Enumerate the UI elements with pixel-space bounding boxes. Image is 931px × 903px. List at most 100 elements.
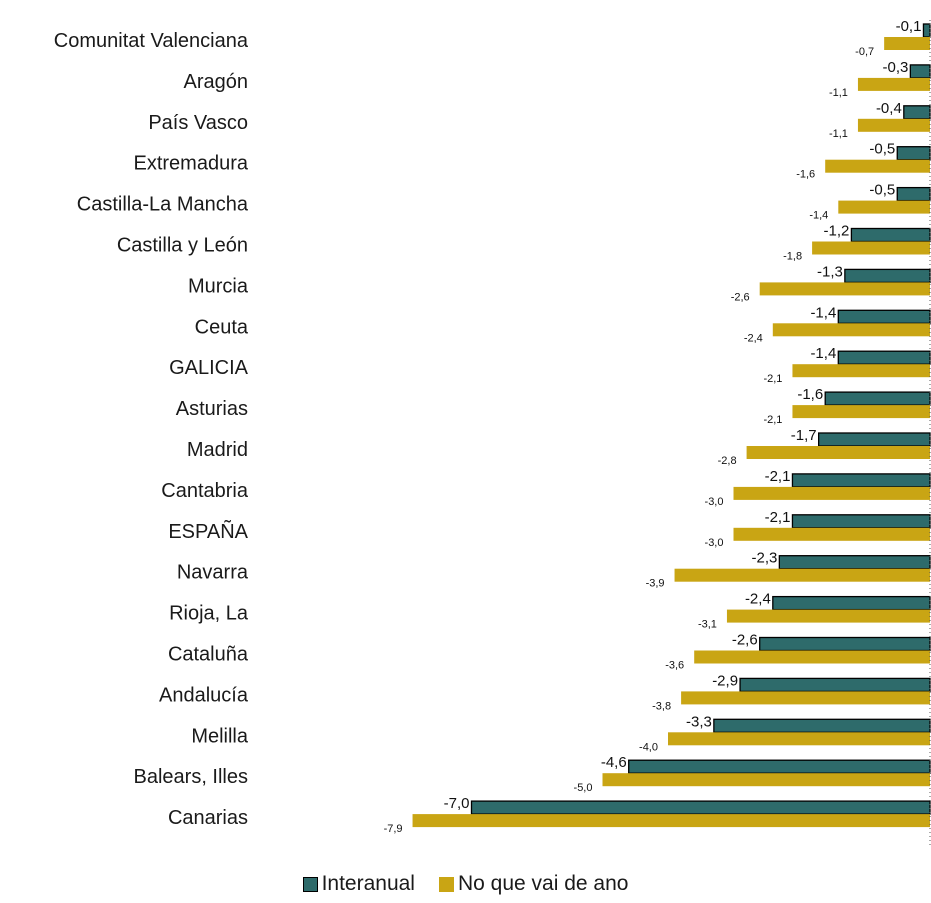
category-label-aragon: Aragón bbox=[184, 71, 249, 93]
data-label-interanual-extremadura: -0,5 bbox=[869, 141, 895, 158]
bar-interanual-cantabria bbox=[791, 473, 931, 488]
bar-no-que-vai-de-ano-rioja-la bbox=[726, 609, 930, 623]
category-label-cantabria: Cantabria bbox=[161, 480, 249, 502]
bar-interanual-castilla-la-mancha bbox=[896, 186, 931, 202]
bar-interanual-cataluna bbox=[759, 636, 931, 652]
data-label-no-que-vai-de-ano-navarra: -3,9 bbox=[646, 578, 665, 590]
bar-no-que-vai-de-ano-madrid bbox=[746, 446, 930, 459]
category-label-canarias: Canarias bbox=[168, 807, 248, 829]
data-label-no-que-vai-de-ano-balears-illes: -5,0 bbox=[574, 782, 593, 794]
data-label-interanual-espana: -2,1 bbox=[765, 509, 791, 526]
category-label-asturias: Asturias bbox=[176, 398, 248, 420]
legend-swatch-interanual bbox=[302, 876, 318, 892]
bar-interanual-melilla bbox=[713, 718, 931, 733]
category-label-madrid: Madrid bbox=[187, 439, 248, 461]
bar-interanual-balears-illes bbox=[628, 759, 931, 774]
bar-no-que-vai-de-ano-andalucia bbox=[681, 691, 930, 705]
category-label-rioja-la: Rioja, La bbox=[169, 603, 249, 625]
data-label-interanual-cataluna: -2,6 bbox=[732, 632, 758, 649]
bar-no-que-vai-de-ano-pais-vasco bbox=[857, 118, 930, 132]
bar-no-que-vai-de-ano-navarra bbox=[674, 568, 930, 582]
legend-label-interanual: Interanual bbox=[321, 872, 415, 895]
bar-interanual-madrid bbox=[818, 432, 931, 447]
data-label-no-que-vai-de-ano-canarias: -7,9 bbox=[384, 823, 403, 835]
data-label-interanual-castilla-la-mancha: -0,5 bbox=[869, 182, 895, 199]
bar-interanual-andalucia bbox=[739, 677, 931, 693]
bar-interanual-ceuta bbox=[837, 309, 931, 324]
data-label-no-que-vai-de-ano-castilla-y-leon: -1,8 bbox=[783, 251, 802, 263]
legend: Interanual No que vai de ano bbox=[0, 872, 931, 896]
bar-no-que-vai-de-ano-extremadura bbox=[825, 159, 930, 173]
bar-no-que-vai-de-ano-ceuta bbox=[772, 323, 930, 337]
category-label-castilla-la-mancha: Castilla-La Mancha bbox=[77, 194, 249, 216]
bar-no-que-vai-de-ano-castilla-y-leon bbox=[812, 241, 930, 255]
bar-interanual-rioja-la bbox=[772, 595, 931, 611]
bar-interanual-castilla-y-leon bbox=[850, 227, 931, 243]
legend-label-no-que-vai-de-ano: No que vai de ano bbox=[457, 872, 629, 895]
bar-interanual-pais-vasco bbox=[903, 105, 931, 120]
data-label-interanual-aragon: -0,3 bbox=[882, 59, 908, 76]
category-label-cataluna: Cataluña bbox=[168, 644, 249, 666]
bar-no-que-vai-de-ano-melilla bbox=[668, 732, 930, 746]
category-label-murcia: Murcia bbox=[188, 275, 249, 297]
bar-no-que-vai-de-ano-castilla-la-mancha bbox=[838, 200, 930, 214]
category-label-andalucia: Andalucía bbox=[159, 684, 249, 706]
data-label-no-que-vai-de-ano-espana: -3,0 bbox=[705, 537, 724, 549]
data-label-interanual-canarias: -7,0 bbox=[444, 795, 470, 812]
data-label-no-que-vai-de-ano-murcia: -2,6 bbox=[731, 291, 750, 303]
data-label-interanual-cantabria: -2,1 bbox=[765, 468, 791, 485]
bar-chart-plot: Comunitat Valenciana -0,1 -0,7 Aragón -0,3 -1… bbox=[54, 18, 931, 846]
data-label-no-que-vai-de-ano-asturias: -2,1 bbox=[763, 414, 782, 426]
category-label-melilla: Melilla bbox=[191, 725, 249, 747]
legend-item-no-que-vai-de-ano: No que vai de ano bbox=[438, 872, 629, 896]
category-label-navarra: Navarra bbox=[177, 562, 249, 584]
category-label-ceuta: Ceuta bbox=[195, 316, 249, 338]
data-label-no-que-vai-de-ano-melilla: -4,0 bbox=[639, 741, 658, 753]
bar-interanual-aragon bbox=[909, 64, 931, 79]
data-label-no-que-vai-de-ano-madrid: -2,8 bbox=[718, 455, 737, 467]
bar-no-que-vai-de-ano-aragon bbox=[857, 77, 930, 91]
bar-no-que-vai-de-ano-espana bbox=[733, 527, 930, 541]
data-label-no-que-vai-de-ano-galicia: -2,1 bbox=[763, 373, 782, 385]
bar-interanual-asturias bbox=[824, 391, 931, 406]
bar-no-que-vai-de-ano-murcia bbox=[759, 282, 930, 296]
data-label-interanual-asturias: -1,6 bbox=[797, 386, 823, 403]
bar-no-que-vai-de-ano-asturias bbox=[792, 405, 930, 419]
data-label-interanual-castilla-y-leon: -1,2 bbox=[824, 223, 850, 240]
data-label-no-que-vai-de-ano-comunitat-valenciana: -0,7 bbox=[855, 46, 874, 58]
bar-interanual-galicia bbox=[837, 350, 931, 365]
data-label-interanual-melilla: -3,3 bbox=[686, 713, 712, 730]
category-label-extremadura: Extremadura bbox=[134, 153, 249, 175]
data-label-interanual-balears-illes: -4,6 bbox=[601, 754, 627, 771]
data-label-interanual-rioja-la: -2,4 bbox=[745, 591, 771, 608]
category-label-castilla-y-leon: Castilla y León bbox=[117, 235, 248, 257]
category-label-comunitat-valenciana: Comunitat Valenciana bbox=[54, 30, 249, 52]
bar-interanual-canarias bbox=[470, 800, 931, 815]
data-label-no-que-vai-de-ano-cantabria: -3,0 bbox=[705, 496, 724, 508]
data-label-no-que-vai-de-ano-extremadura: -1,6 bbox=[796, 169, 815, 181]
data-label-no-que-vai-de-ano-andalucia: -3,8 bbox=[652, 700, 671, 712]
bar-no-que-vai-de-ano-comunitat-valenciana bbox=[884, 37, 930, 50]
bar-interanual-comunitat-valenciana bbox=[922, 23, 931, 38]
bar-no-que-vai-de-ano-galicia bbox=[792, 364, 930, 378]
bar-no-que-vai-de-ano-balears-illes bbox=[602, 773, 930, 787]
category-label-balears-illes: Balears, Illes bbox=[134, 766, 249, 788]
data-label-interanual-pais-vasco: -0,4 bbox=[876, 100, 902, 117]
data-label-interanual-comunitat-valenciana: -0,1 bbox=[896, 18, 922, 35]
data-label-interanual-galicia: -1,4 bbox=[810, 345, 836, 362]
data-label-interanual-madrid: -1,7 bbox=[791, 427, 817, 444]
legend-item-interanual: Interanual bbox=[302, 872, 415, 896]
data-label-interanual-murcia: -1,3 bbox=[817, 263, 843, 280]
bar-interanual-extremadura bbox=[896, 146, 931, 161]
bar-no-que-vai-de-ano-canarias bbox=[412, 814, 930, 828]
data-label-no-que-vai-de-ano-ceuta: -2,4 bbox=[744, 332, 763, 344]
data-label-interanual-navarra: -2,3 bbox=[751, 550, 777, 567]
category-label-espana: ESPAÑA bbox=[168, 519, 248, 543]
data-label-no-que-vai-de-ano-pais-vasco: -1,1 bbox=[829, 128, 848, 140]
data-label-interanual-andalucia: -2,9 bbox=[712, 672, 738, 689]
data-label-no-que-vai-de-ano-castilla-la-mancha: -1,4 bbox=[809, 210, 828, 222]
category-label-pais-vasco: País Vasco bbox=[148, 112, 248, 134]
category-label-galicia: GALICIA bbox=[169, 357, 249, 379]
data-label-no-que-vai-de-ano-aragon: -1,1 bbox=[829, 87, 848, 99]
